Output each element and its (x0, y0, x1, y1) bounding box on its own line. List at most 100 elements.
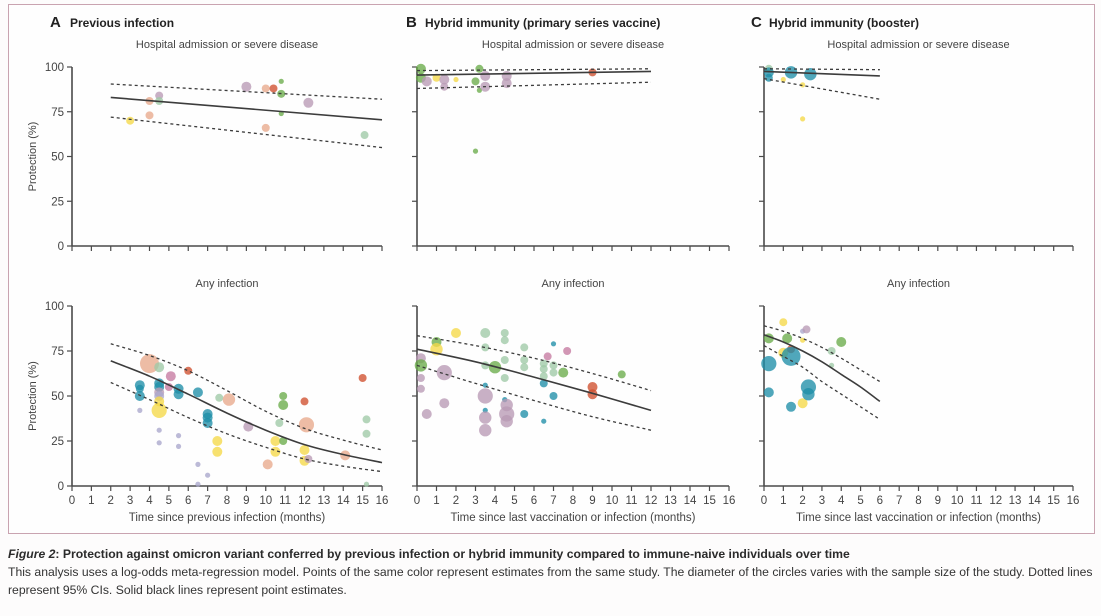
x-tick-label: 7 (550, 495, 556, 507)
x-tick-label: 13 (1009, 495, 1022, 507)
y-tick-label: 25 (51, 196, 64, 208)
x-tick-label: 9 (589, 495, 595, 507)
data-point-green (278, 400, 289, 410)
point-estimate-line (110, 360, 383, 464)
caption-figure-label: Figure 2 (8, 547, 56, 561)
x-tick-label: 10 (606, 495, 619, 507)
panel-c-letter: C (751, 14, 762, 31)
y-tick-label: 100 (45, 301, 64, 313)
data-point-purple (480, 70, 491, 81)
x-axis-label: Time since previous infection (months) (129, 512, 326, 524)
x-tick-label: 0 (414, 495, 420, 507)
data-point-yellow (212, 446, 223, 457)
x-tick-label: 11 (626, 495, 638, 507)
x-tick-label: 6 (877, 495, 883, 507)
data-point-teal (134, 391, 145, 401)
ci-lower-line (416, 364, 652, 431)
subplot-title: Hospital admission or severe disease (827, 39, 1009, 51)
data-point-green (471, 77, 480, 86)
data-point-orange (145, 111, 154, 120)
data-point-purple (479, 411, 492, 424)
data-point-lavender (195, 481, 201, 487)
data-point-purple (416, 384, 425, 393)
x-tick-label: 2 (453, 495, 459, 507)
data-point-sage (363, 481, 370, 487)
data-point-lavender (205, 472, 211, 478)
x-axis-label: Time since last vaccination or infection… (796, 512, 1041, 524)
x-tick-label: 11 (279, 495, 291, 507)
data-point-yellow (797, 398, 808, 409)
data-point-orange (298, 417, 315, 433)
data-point-purple (436, 365, 452, 381)
data-point-green (415, 63, 426, 74)
data-point-sage (520, 356, 529, 364)
x-axis-label: Time since last vaccination or infection… (450, 512, 695, 524)
x-tick-label: 3 (127, 495, 133, 507)
x-tick-label: 5 (857, 495, 863, 507)
data-point-yellow (800, 337, 806, 343)
x-tick-label: 16 (1067, 495, 1080, 507)
x-tick-label: 4 (146, 495, 153, 507)
data-point-teal (520, 410, 529, 418)
data-point-green (472, 148, 479, 154)
x-tick-label: 8 (915, 495, 921, 507)
panel-c-header: C Hybrid immunity (booster) (751, 14, 919, 31)
x-tick-label: 15 (703, 495, 716, 507)
panel-b-letter: B (406, 14, 417, 31)
x-tick-label: 9 (243, 495, 249, 507)
data-point-red (358, 374, 367, 382)
data-point-green (279, 392, 288, 400)
data-point-teal (761, 356, 777, 372)
data-point-purple (304, 455, 313, 463)
data-point-yellow (151, 402, 167, 418)
y-axis-label: Protection (%) (27, 122, 39, 192)
x-tick-label: 6 (185, 495, 191, 507)
data-point-lavender (156, 427, 162, 433)
data-point-teal (802, 388, 815, 401)
y-tick-label: 50 (51, 391, 64, 403)
data-point-teal (135, 384, 144, 393)
data-point-purple (421, 409, 432, 419)
x-tick-label: 9 (935, 495, 941, 507)
subplot-title: Hospital admission or severe disease (482, 39, 664, 51)
data-point-sage (500, 374, 509, 382)
data-point-purple (416, 374, 425, 382)
x-tick-label: 7 (896, 495, 902, 507)
data-point-sage (520, 363, 529, 372)
caption-body: This analysis uses a log-odds meta-regre… (8, 565, 1093, 597)
data-point-sage (362, 415, 371, 424)
x-tick-label: 5 (511, 495, 517, 507)
data-points (761, 318, 847, 412)
x-tick-label: 11 (970, 495, 982, 507)
x-tick-label: 0 (69, 495, 75, 507)
data-point-orange (140, 354, 159, 374)
ci-upper-line (763, 68, 880, 71)
chart-b-top: Hospital admission or severe disease (412, 39, 730, 251)
data-point-yellow (780, 76, 786, 83)
data-point-teal (539, 379, 548, 388)
x-tick-label: 1 (88, 495, 94, 507)
x-tick-label: 0 (761, 495, 767, 507)
x-tick-label: 12 (989, 495, 1002, 507)
figure-frame (8, 4, 1095, 534)
data-point-orange (261, 84, 270, 93)
caption-title: Protection against omicron variant confe… (62, 547, 850, 561)
data-point-lavender (175, 433, 182, 439)
data-point-green (782, 333, 793, 344)
ci-lower-line (763, 345, 881, 420)
x-tick-label: 14 (337, 495, 350, 507)
x-tick-label: 16 (723, 495, 736, 507)
data-point-yellow (779, 318, 788, 327)
figure-canvas: A Previous infection B Hybrid immunity (… (27, 14, 1079, 524)
subplot-title: Any infection (196, 278, 259, 290)
data-point-green (279, 437, 288, 445)
point-estimate-line (416, 70, 652, 76)
data-point-mauve (164, 383, 173, 391)
point-estimate-line (110, 96, 383, 121)
data-point-lavender (195, 461, 201, 467)
data-point-green (476, 87, 482, 93)
ci-lower-line (763, 77, 880, 100)
y-tick-label: 75 (51, 107, 64, 119)
